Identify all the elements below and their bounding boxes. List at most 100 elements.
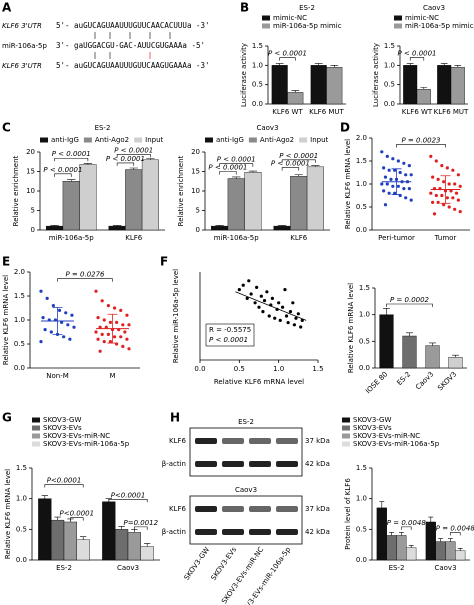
x-tick-label: ES-2 (56, 564, 72, 572)
bracket (134, 526, 148, 530)
chart-title: ES-2 (299, 4, 315, 12)
point (291, 301, 295, 305)
y-tick-label: 0.5 (359, 337, 370, 345)
protein-label: KLF6 (169, 437, 187, 445)
band (222, 506, 244, 512)
error-bar (420, 87, 428, 90)
error-bar (54, 516, 61, 521)
panel-label: F (160, 255, 168, 269)
point (265, 290, 269, 294)
point (299, 325, 303, 329)
legend-swatch (262, 15, 270, 21)
chart: Caov3 Luciferase activity 0.0 0.5 1.0 1.5 mimi… (372, 4, 474, 116)
bar (448, 357, 463, 369)
bar (141, 159, 159, 231)
sequence-alignment (94, 32, 171, 59)
error-bar (277, 225, 287, 227)
point (380, 150, 384, 154)
chart: Relative KLF6 mRNA level 0.0 0.5 1.0 1.5 2.0 P… (344, 134, 470, 242)
sequence-label: KLF6 3'UTR (2, 62, 42, 70)
annotation: P<0.0001 (111, 491, 146, 499)
y-tick-label: 0.0 (16, 556, 27, 564)
point (98, 325, 102, 329)
chart: Relative KLF6 mRNA level 0.0 0.5 1.0 1.5 2.0 N… (2, 268, 140, 380)
error-bar (406, 63, 414, 66)
point (447, 205, 451, 209)
error-bar (50, 225, 59, 227)
bar (62, 181, 80, 231)
x-tick-label: KLF6 MUT (309, 108, 344, 116)
y-tick-label: 20 (191, 148, 200, 156)
point (60, 320, 64, 324)
y-axis-label: Relative KLF6 mRNA level (344, 139, 352, 229)
bar (127, 532, 142, 561)
x-tick-label: 1.5 (312, 365, 323, 373)
point (391, 157, 395, 161)
legend-swatch (32, 417, 40, 423)
chart-title: Caov3 (256, 124, 278, 132)
annotation: P < 0.0001 (271, 160, 310, 168)
y-tick-label: 1.5 (14, 292, 25, 300)
bar (244, 172, 262, 231)
point (440, 164, 444, 168)
bracket (401, 526, 412, 530)
point (431, 175, 435, 179)
point (407, 164, 411, 168)
point (39, 289, 43, 293)
legend-label: Anti-Ago2 (95, 136, 129, 144)
point (383, 175, 388, 179)
legend-label: anti-IgG (51, 136, 79, 144)
sequence: 3'- gaUGGACGU-GAC-AUUCGUGAAAa -5' (56, 41, 205, 50)
point (237, 288, 241, 292)
bar (76, 539, 90, 561)
point (106, 304, 110, 308)
legend-label: Input (310, 136, 328, 144)
error-bar (311, 165, 320, 167)
point (270, 296, 274, 300)
bar (403, 65, 418, 105)
band (195, 461, 217, 467)
error-bar (144, 543, 151, 547)
bar (46, 225, 64, 231)
point (94, 330, 98, 334)
point (407, 187, 411, 191)
point (262, 299, 267, 303)
point (434, 159, 438, 163)
legend-swatch (205, 137, 213, 143)
x-tick-label: Caov3 (434, 564, 456, 572)
error-bar (379, 501, 385, 508)
legend-label: miR-106a-5p mimic (405, 22, 474, 30)
x-tick-label: ES-2 (389, 564, 405, 572)
point (49, 330, 53, 334)
point (440, 193, 444, 198)
y-tick-label: 5 (196, 207, 200, 215)
size-label: 42 kDa (305, 528, 330, 536)
point (125, 313, 129, 317)
point (398, 170, 402, 175)
error-bar (408, 544, 414, 548)
point (259, 294, 263, 298)
error-bar (428, 516, 434, 522)
chart-title: ES-2 (95, 124, 111, 132)
y-tick-label: 0.0 (252, 100, 263, 108)
error-bar (398, 532, 404, 536)
panel-label: B (240, 1, 249, 15)
chart: Protein level of KLF6 0.0 0.5 1.0 1.5 SKOV3-G… (342, 416, 474, 572)
bar (114, 529, 129, 561)
point (449, 189, 453, 193)
point (286, 321, 290, 325)
y-tick-label: 1.0 (359, 311, 370, 319)
bracket (219, 171, 237, 175)
error-bar (389, 532, 395, 536)
point (385, 154, 389, 158)
bar (437, 65, 452, 105)
point (278, 318, 282, 322)
point (245, 296, 249, 300)
sd-bar (440, 175, 451, 204)
bracket (281, 167, 300, 171)
point (261, 310, 265, 314)
error-bar (406, 332, 413, 336)
point (454, 191, 459, 195)
error-bar (440, 63, 448, 66)
x-tick-label: Tumor (434, 234, 457, 242)
